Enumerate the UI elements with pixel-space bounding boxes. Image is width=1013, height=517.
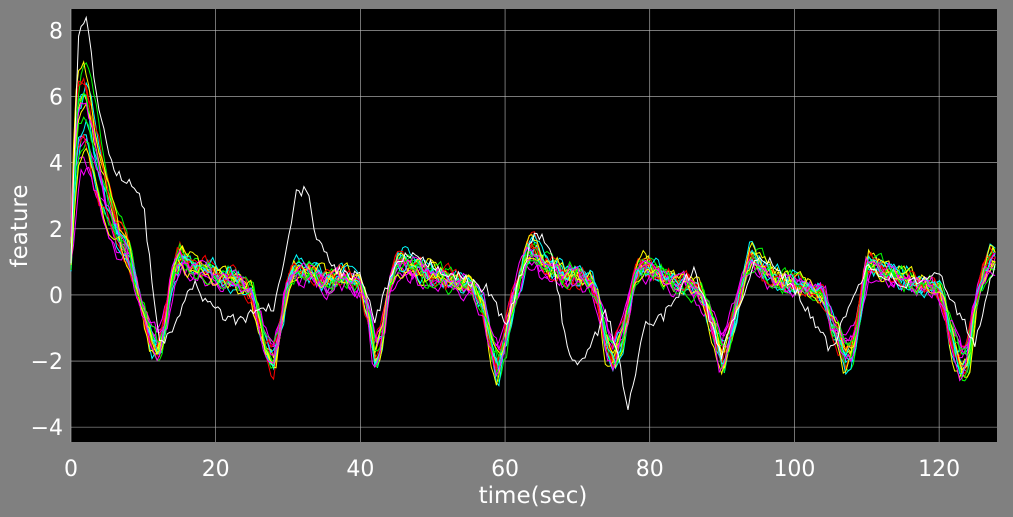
y-tick-label: 6 xyxy=(49,86,63,111)
series-line xyxy=(70,116,996,365)
y-tick-label: 2 xyxy=(49,218,63,243)
x-tick-label: 80 xyxy=(636,457,664,482)
y-tick-label: 8 xyxy=(49,19,63,44)
x-tick-label: 0 xyxy=(64,457,78,482)
y-tick-label: −2 xyxy=(31,350,63,375)
y-tick-label: −4 xyxy=(31,416,63,441)
y-axis-ticks: −4 −2 0 2 4 6 8 xyxy=(31,19,63,441)
x-tick-label: 40 xyxy=(346,457,374,482)
series-layer xyxy=(70,15,996,411)
series-line xyxy=(70,147,996,371)
y-axis-label: feature xyxy=(7,184,33,267)
x-tick-label: 60 xyxy=(491,457,519,482)
outlier-series-line xyxy=(70,15,996,411)
x-axis-ticks: 0 20 40 60 80 100 120 xyxy=(64,457,960,482)
series-line xyxy=(70,61,996,383)
x-tick-label: 20 xyxy=(202,457,230,482)
series-line xyxy=(70,102,996,382)
grid-lines xyxy=(70,9,997,442)
x-tick-label: 100 xyxy=(773,457,815,482)
plot-area xyxy=(71,9,997,442)
y-tick-label: 4 xyxy=(49,152,63,177)
x-tick-label: 120 xyxy=(918,457,960,482)
y-tick-label: 0 xyxy=(49,284,63,309)
x-axis-label: time(sec) xyxy=(479,483,588,509)
